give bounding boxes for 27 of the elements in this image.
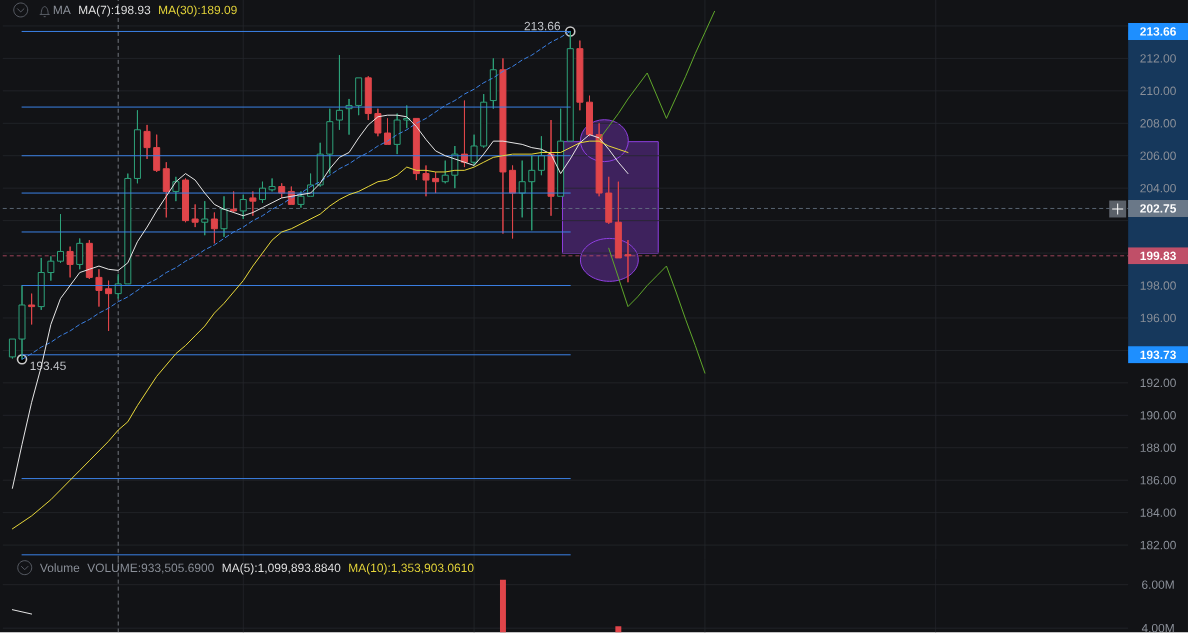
chart-title: MA [53, 6, 71, 15]
y-tick-label: 196.00 [1140, 313, 1176, 323]
y-tick-label: 193.73 [1140, 350, 1176, 360]
y-tick-label: 212.00 [1140, 54, 1176, 63]
y-tick-label: 213.66 [1140, 27, 1176, 36]
y-tick-label: 182.00 [1140, 541, 1176, 550]
data-label: 213.66 [524, 22, 561, 31]
y-tick-label: 210.00 [1140, 86, 1176, 96]
text: MA(7):198.93 [79, 5, 151, 17]
y-tick-label: 4.00M [1141, 624, 1174, 633]
text: MA(30):189.09 [159, 5, 237, 17]
y-tick-label: 192.00 [1140, 378, 1176, 388]
chart-title: Volume [39, 563, 80, 573]
ref-line-label: 202.75 [1140, 204, 1177, 213]
y-tick-label: 198.00 [1140, 281, 1176, 290]
y-tick-label: 204.00 [1140, 184, 1176, 193]
y-tick-label: 190.00 [1140, 411, 1176, 420]
y-tick-label: 208.00 [1140, 119, 1176, 128]
ref-line-label: 199.83 [1140, 251, 1176, 261]
chart-subtitle: VOLUME:933,505.6900 [87, 563, 214, 574]
y-tick-label: 188.00 [1140, 443, 1176, 453]
y-tick-label: 186.00 [1140, 476, 1176, 485]
y-tick-label: 184.00 [1140, 508, 1176, 518]
text: MA(5):1,099,893.8840 [222, 563, 341, 575]
y-tick-label: 6.00M [1142, 580, 1174, 590]
y-tick-label: 206.00 [1140, 151, 1176, 161]
legend-label: MA(10):1,353,903.0610 [349, 563, 474, 575]
